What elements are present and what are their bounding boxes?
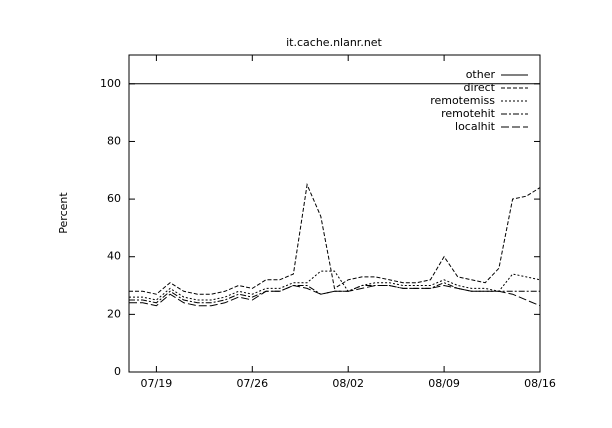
legend-label: remotehit [441, 107, 496, 120]
x-tick-label: 07/26 [236, 377, 268, 390]
x-tick-label: 07/19 [141, 377, 173, 390]
y-tick-label: 0 [114, 365, 121, 378]
x-tick-label: 08/09 [428, 377, 460, 390]
plot-frame [128, 54, 541, 373]
series-line [129, 182, 541, 295]
series-line [129, 270, 541, 301]
legend-label: other [466, 68, 496, 81]
y-axis-label: Percent [57, 192, 70, 234]
y-tick-label: 20 [107, 307, 121, 320]
chart-title: it.cache.nlanr.net [286, 36, 382, 49]
y-tick-label: 80 [107, 134, 121, 147]
series-line [129, 284, 541, 307]
x-tick-label: 08/16 [524, 377, 556, 390]
x-tick-label: 08/02 [332, 377, 364, 390]
legend-label: direct [464, 81, 496, 94]
legend-label: localhit [455, 120, 496, 133]
legend-label: remotemiss [430, 94, 495, 107]
y-tick-label: 40 [107, 250, 121, 263]
y-tick-label: 60 [107, 192, 121, 205]
y-tick-label: 100 [100, 77, 121, 90]
